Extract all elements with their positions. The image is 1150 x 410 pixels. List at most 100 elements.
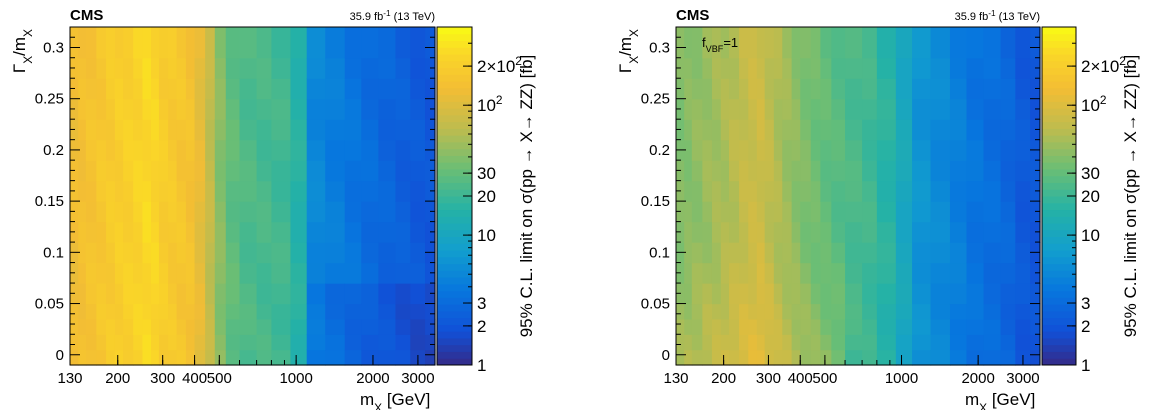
heatmap-cell (410, 119, 426, 141)
heatmap-cell (158, 334, 169, 351)
heatmap-cell (214, 57, 227, 79)
heatmap-cell (344, 262, 362, 284)
heatmap-cell (782, 349, 793, 366)
heatmap-cell (729, 349, 740, 366)
heatmap-cell (1000, 262, 1016, 284)
heatmap-cell (845, 98, 863, 120)
heatmap-cell (764, 334, 775, 351)
heatmap-cell (410, 303, 426, 320)
heatmap-cell (773, 139, 783, 161)
heatmap-cell (214, 139, 227, 161)
heatmap-cell (133, 318, 144, 335)
heatmap-cell (831, 334, 846, 351)
colorbar-band (1042, 297, 1076, 305)
heatmap-cell (256, 78, 273, 100)
heatmap-cell (425, 318, 436, 335)
heatmap-cell (194, 262, 206, 284)
heatmap-cell (876, 349, 897, 366)
heatmap-cell (290, 349, 308, 366)
colorbar-tick-label: 3 (1081, 294, 1090, 313)
heatmap-cell (78, 78, 87, 100)
heatmap-cell (114, 283, 124, 305)
heatmap-cell (895, 349, 913, 366)
heatmap-cell (225, 349, 241, 366)
heatmap-cell (361, 98, 379, 120)
heatmap-cell (158, 318, 169, 335)
heatmap-cell (684, 242, 693, 264)
heatmap-cell (831, 119, 846, 141)
heatmap-cell (764, 57, 775, 79)
heatmap-cell (949, 27, 968, 59)
heatmap-cell (378, 349, 397, 366)
colorbar-band (437, 310, 472, 319)
heatmap-cell (691, 119, 703, 141)
heatmap-cell (271, 98, 292, 120)
x-tick-label: 500 (812, 370, 837, 387)
heatmap-cell (791, 221, 801, 243)
heatmap-cell (845, 303, 863, 320)
heatmap-cell (70, 334, 79, 351)
colorbar-band (437, 358, 472, 366)
heatmap-cell (395, 57, 411, 79)
heatmap-cell (325, 318, 346, 335)
colorbar-band (1042, 60, 1076, 69)
heatmap-cell (378, 201, 397, 223)
colorbar-band (437, 283, 472, 292)
heatmap-cell (325, 180, 346, 202)
heatmap-cell (96, 221, 107, 243)
heatmap-cell (123, 334, 134, 351)
x-tick-label: 1000 (885, 370, 918, 387)
heatmap-cell (702, 201, 713, 223)
heatmap-cell (168, 78, 178, 100)
colorbar-band (437, 317, 472, 325)
heatmap-cell (691, 242, 703, 264)
colorbar-tick-label: 20 (1081, 187, 1100, 206)
heatmap-cell (720, 57, 730, 79)
heatmap-cell (739, 27, 749, 59)
heatmap-cell (410, 201, 426, 223)
heatmap-cell (133, 160, 144, 182)
heatmap-cell (748, 349, 758, 366)
heatmap-cell (729, 98, 740, 120)
heatmap-cell (325, 334, 346, 351)
heatmap-cell (748, 242, 758, 264)
heatmap-cell (185, 119, 196, 141)
heatmap-cell (845, 221, 863, 243)
heatmap-cell (912, 139, 932, 161)
heatmap-cell (782, 139, 793, 161)
heatmap-cell (142, 57, 152, 79)
heatmap-cell (764, 318, 775, 335)
heatmap-cell (845, 262, 863, 284)
heatmap-cell (791, 139, 801, 161)
heatmap-cell (764, 160, 775, 182)
heatmap-cell (168, 180, 178, 202)
heatmap-cell (85, 349, 98, 366)
heatmap-cell (684, 119, 693, 141)
heatmap-cells (70, 27, 436, 366)
heatmap-cell (930, 180, 951, 202)
heatmap-cell (378, 334, 397, 351)
heatmap-cell (895, 303, 913, 320)
heatmap-cell (133, 242, 144, 264)
heatmap-cell (361, 139, 379, 161)
heatmap-cell (78, 98, 87, 120)
heatmap-cell (290, 160, 308, 182)
colorbar-band (437, 304, 472, 312)
colorbar-tick-label: 3 (477, 294, 486, 313)
colorbar-band (1042, 358, 1076, 366)
colorbar-band (1042, 155, 1076, 163)
heatmap-cell (831, 139, 846, 161)
heatmap-cell (800, 160, 812, 182)
heatmap-cell (214, 303, 227, 320)
heatmap-cell (361, 318, 379, 335)
heatmap-cell (151, 262, 160, 284)
heatmap-cell (361, 78, 379, 100)
heatmap-cell (96, 334, 107, 351)
heatmap-cell (782, 78, 793, 100)
heatmap-cell (791, 283, 801, 305)
heatmap-cell (185, 201, 196, 223)
colorbar-band (437, 337, 472, 346)
colorbar-band (437, 141, 472, 150)
heatmap-cell (729, 262, 740, 284)
heatmap-cell (966, 27, 985, 59)
